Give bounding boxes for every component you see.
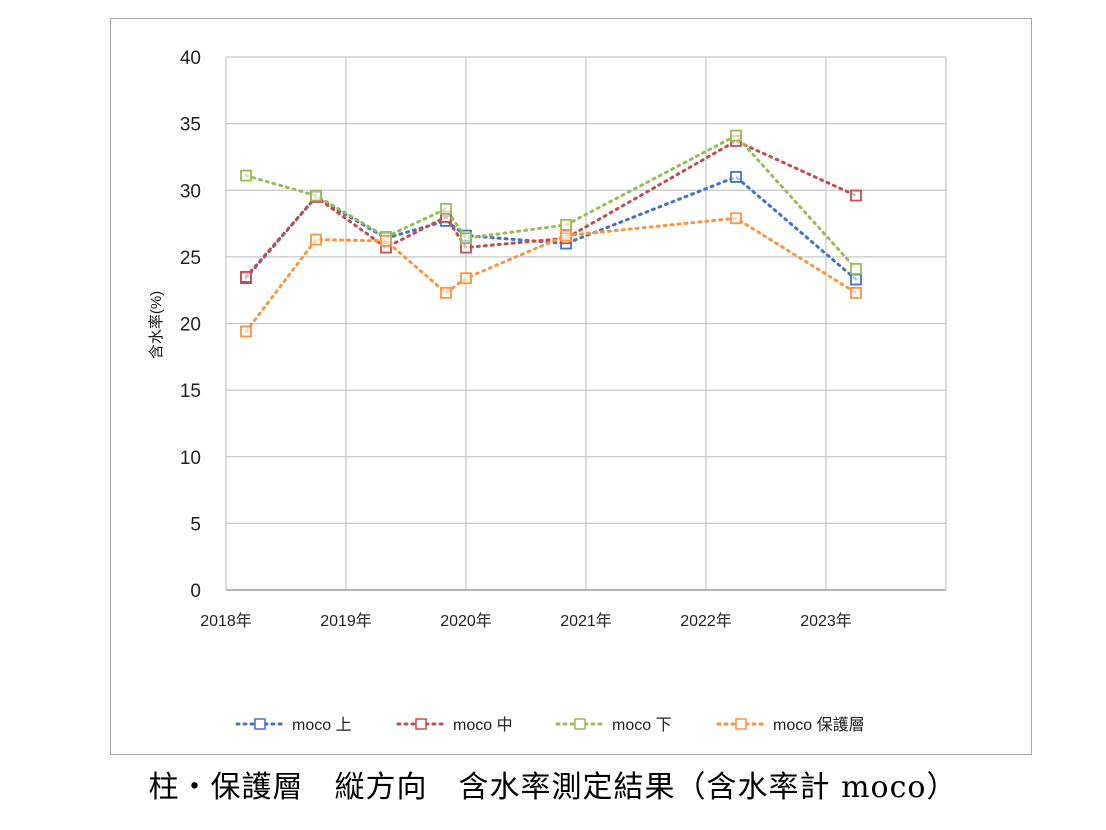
x-tick-label: 2018年 — [200, 612, 252, 630]
data-point-3 — [730, 212, 742, 225]
x-tick-label: 2023年 — [800, 612, 852, 630]
series-line-0 — [244, 175, 858, 282]
data-point-2 — [440, 203, 452, 215]
legend-marker-2 — [574, 718, 586, 730]
x-tick-label: 2021年 — [560, 612, 612, 630]
data-point-1 — [240, 270, 252, 283]
y-tick-label: 30 — [180, 181, 201, 202]
data-point-3 — [240, 325, 252, 338]
legend-label: moco 上 — [292, 716, 352, 734]
data-point-0 — [730, 171, 742, 183]
series-line-1 — [244, 139, 858, 279]
legend-label: moco 中 — [453, 716, 513, 734]
y-tick-label: 20 — [180, 315, 201, 336]
data-point-2 — [240, 169, 252, 182]
chart-frame — [110, 18, 1032, 755]
y-tick-label: 5 — [190, 514, 201, 535]
data-point-2 — [560, 218, 572, 231]
x-tick-label: 2020年 — [440, 612, 492, 630]
data-point-1 — [850, 189, 862, 202]
figure-caption: 柱・保護層 縦方向 含水率測定結果（含水率計 moco） — [148, 770, 958, 805]
data-point-2 — [850, 262, 862, 275]
y-tick-label: 25 — [180, 248, 201, 269]
y-tick-label: 10 — [180, 448, 201, 469]
series-line-3 — [244, 216, 858, 333]
data-point-3 — [850, 286, 862, 299]
series-line-2 — [244, 133, 858, 271]
legend-marker-1 — [415, 718, 427, 730]
legend-marker-3 — [735, 718, 747, 730]
y-tick-label: 15 — [180, 381, 201, 402]
legend-label: moco 下 — [612, 717, 672, 734]
legend-marker-0 — [254, 718, 266, 730]
data-point-2 — [310, 189, 322, 202]
data-point-2 — [730, 129, 742, 142]
data-point-3 — [380, 234, 392, 247]
data-point-2 — [460, 232, 472, 245]
legend-label: moco 保護層 — [773, 716, 865, 734]
data-point-3 — [460, 272, 472, 285]
x-tick-label: 2022年 — [680, 612, 732, 630]
y-tick-label: 0 — [190, 581, 201, 602]
data-point-0 — [850, 273, 862, 286]
y-axis-label: 含水率(%) — [148, 291, 165, 359]
data-point-3 — [440, 286, 452, 299]
y-tick-label: 40 — [180, 48, 201, 69]
data-point-3 — [310, 233, 322, 246]
data-point-3 — [560, 229, 572, 242]
x-tick-label: 2019年 — [320, 612, 372, 630]
y-tick-label: 35 — [180, 115, 201, 136]
